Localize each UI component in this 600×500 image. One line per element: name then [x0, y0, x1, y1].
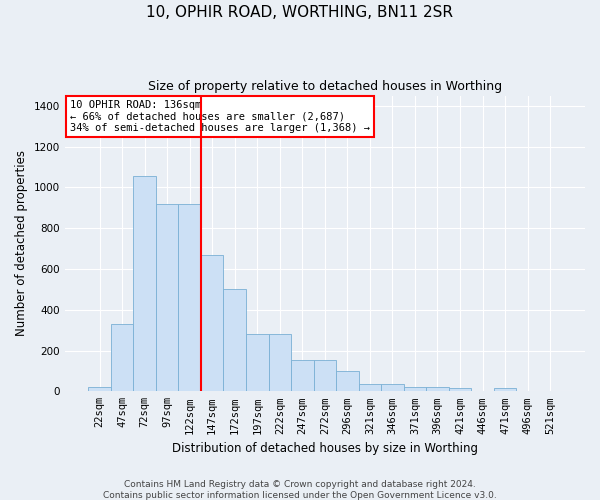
Bar — [246, 334, 269, 392]
Y-axis label: Number of detached properties: Number of detached properties — [15, 150, 28, 336]
Bar — [88, 387, 111, 392]
Bar — [404, 387, 426, 392]
Bar — [178, 204, 201, 392]
Bar — [426, 387, 449, 392]
Text: 10 OPHIR ROAD: 136sqm
← 66% of detached houses are smaller (2,687)
34% of semi-d: 10 OPHIR ROAD: 136sqm ← 66% of detached … — [70, 100, 370, 133]
Bar — [133, 176, 156, 392]
Bar — [314, 360, 336, 392]
Bar — [449, 388, 471, 392]
Bar — [201, 254, 223, 392]
Bar — [111, 324, 133, 392]
Bar — [223, 290, 246, 392]
Text: 10, OPHIR ROAD, WORTHING, BN11 2SR: 10, OPHIR ROAD, WORTHING, BN11 2SR — [146, 5, 454, 20]
Text: Contains HM Land Registry data © Crown copyright and database right 2024.
Contai: Contains HM Land Registry data © Crown c… — [103, 480, 497, 500]
Title: Size of property relative to detached houses in Worthing: Size of property relative to detached ho… — [148, 80, 502, 93]
Bar — [291, 360, 314, 392]
Bar — [494, 388, 516, 392]
Bar — [359, 384, 381, 392]
Bar — [156, 204, 178, 392]
Bar — [269, 334, 291, 392]
Bar — [336, 371, 359, 392]
X-axis label: Distribution of detached houses by size in Worthing: Distribution of detached houses by size … — [172, 442, 478, 455]
Bar — [381, 384, 404, 392]
